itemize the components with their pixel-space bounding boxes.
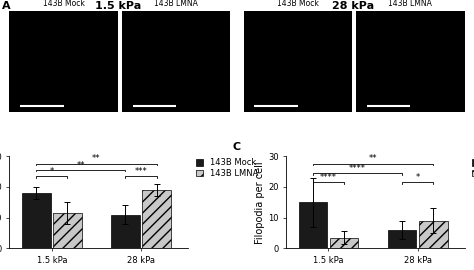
Bar <box>388 230 416 248</box>
Text: 143B LMNA: 143B LMNA <box>388 0 432 8</box>
Text: 28 kPa: 28 kPa <box>332 1 374 11</box>
Legend: 143B Mock, 143B LMNA: 143B Mock, 143B LMNA <box>472 158 474 178</box>
Text: **: ** <box>369 154 377 163</box>
Text: 1.5 kPa: 1.5 kPa <box>95 1 142 11</box>
Text: C: C <box>233 142 241 152</box>
Text: A: A <box>2 1 11 11</box>
Text: 143B LMNA: 143B LMNA <box>155 0 198 8</box>
Text: 143B Mock: 143B Mock <box>277 0 319 8</box>
Bar <box>330 238 358 248</box>
Bar <box>22 193 51 248</box>
Y-axis label: Filopodia per cell: Filopodia per cell <box>255 161 265 244</box>
Text: **: ** <box>77 161 85 170</box>
Text: 143B Mock: 143B Mock <box>43 0 84 8</box>
Bar <box>53 213 82 248</box>
Text: ****: **** <box>320 173 337 182</box>
Text: ***: *** <box>135 167 147 176</box>
Text: *: * <box>416 173 420 182</box>
Legend: 143B Mock, 143B LMNA: 143B Mock, 143B LMNA <box>196 158 258 178</box>
Bar <box>419 221 447 248</box>
Text: ****: **** <box>349 164 366 173</box>
Text: *: * <box>50 167 54 176</box>
Text: **: ** <box>92 154 100 163</box>
Bar <box>111 215 140 248</box>
Bar <box>299 202 327 248</box>
Bar <box>142 190 171 248</box>
